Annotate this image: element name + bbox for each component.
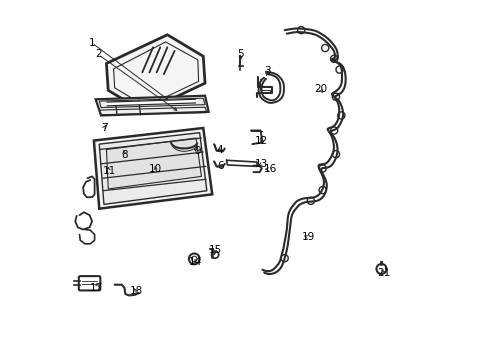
Circle shape [319, 186, 325, 194]
Text: 10: 10 [149, 164, 162, 174]
Circle shape [211, 251, 218, 258]
Circle shape [188, 253, 199, 264]
Polygon shape [106, 138, 201, 189]
Circle shape [321, 44, 328, 51]
Text: 18: 18 [129, 286, 142, 296]
Circle shape [337, 112, 344, 119]
Circle shape [335, 66, 343, 73]
Text: 16: 16 [263, 164, 276, 174]
Circle shape [319, 165, 325, 172]
Text: 15: 15 [208, 245, 221, 255]
Text: 6: 6 [216, 161, 223, 171]
Text: 11: 11 [102, 166, 115, 176]
Circle shape [306, 197, 314, 204]
Polygon shape [99, 98, 204, 108]
Text: 19: 19 [301, 232, 314, 242]
Circle shape [376, 264, 386, 274]
Text: 5: 5 [237, 49, 244, 59]
Text: 2: 2 [95, 49, 102, 59]
Text: 9: 9 [194, 146, 201, 156]
Polygon shape [106, 35, 204, 112]
Polygon shape [96, 96, 208, 116]
Text: 17: 17 [90, 283, 103, 293]
Polygon shape [94, 128, 212, 209]
Polygon shape [99, 133, 206, 204]
Text: 14: 14 [188, 257, 201, 267]
Text: 12: 12 [255, 136, 268, 145]
Circle shape [330, 55, 337, 62]
Text: 1: 1 [89, 38, 95, 48]
Text: 3: 3 [264, 66, 270, 76]
FancyBboxPatch shape [79, 276, 100, 291]
Text: 4: 4 [216, 144, 223, 154]
Text: 7: 7 [101, 123, 107, 133]
Text: 20: 20 [313, 84, 326, 94]
Text: 8: 8 [121, 150, 127, 160]
Circle shape [330, 127, 337, 134]
Text: 21: 21 [376, 268, 389, 278]
Circle shape [281, 255, 287, 262]
Circle shape [297, 27, 304, 34]
Circle shape [332, 150, 339, 158]
Circle shape [332, 93, 339, 100]
Text: 13: 13 [255, 159, 268, 169]
